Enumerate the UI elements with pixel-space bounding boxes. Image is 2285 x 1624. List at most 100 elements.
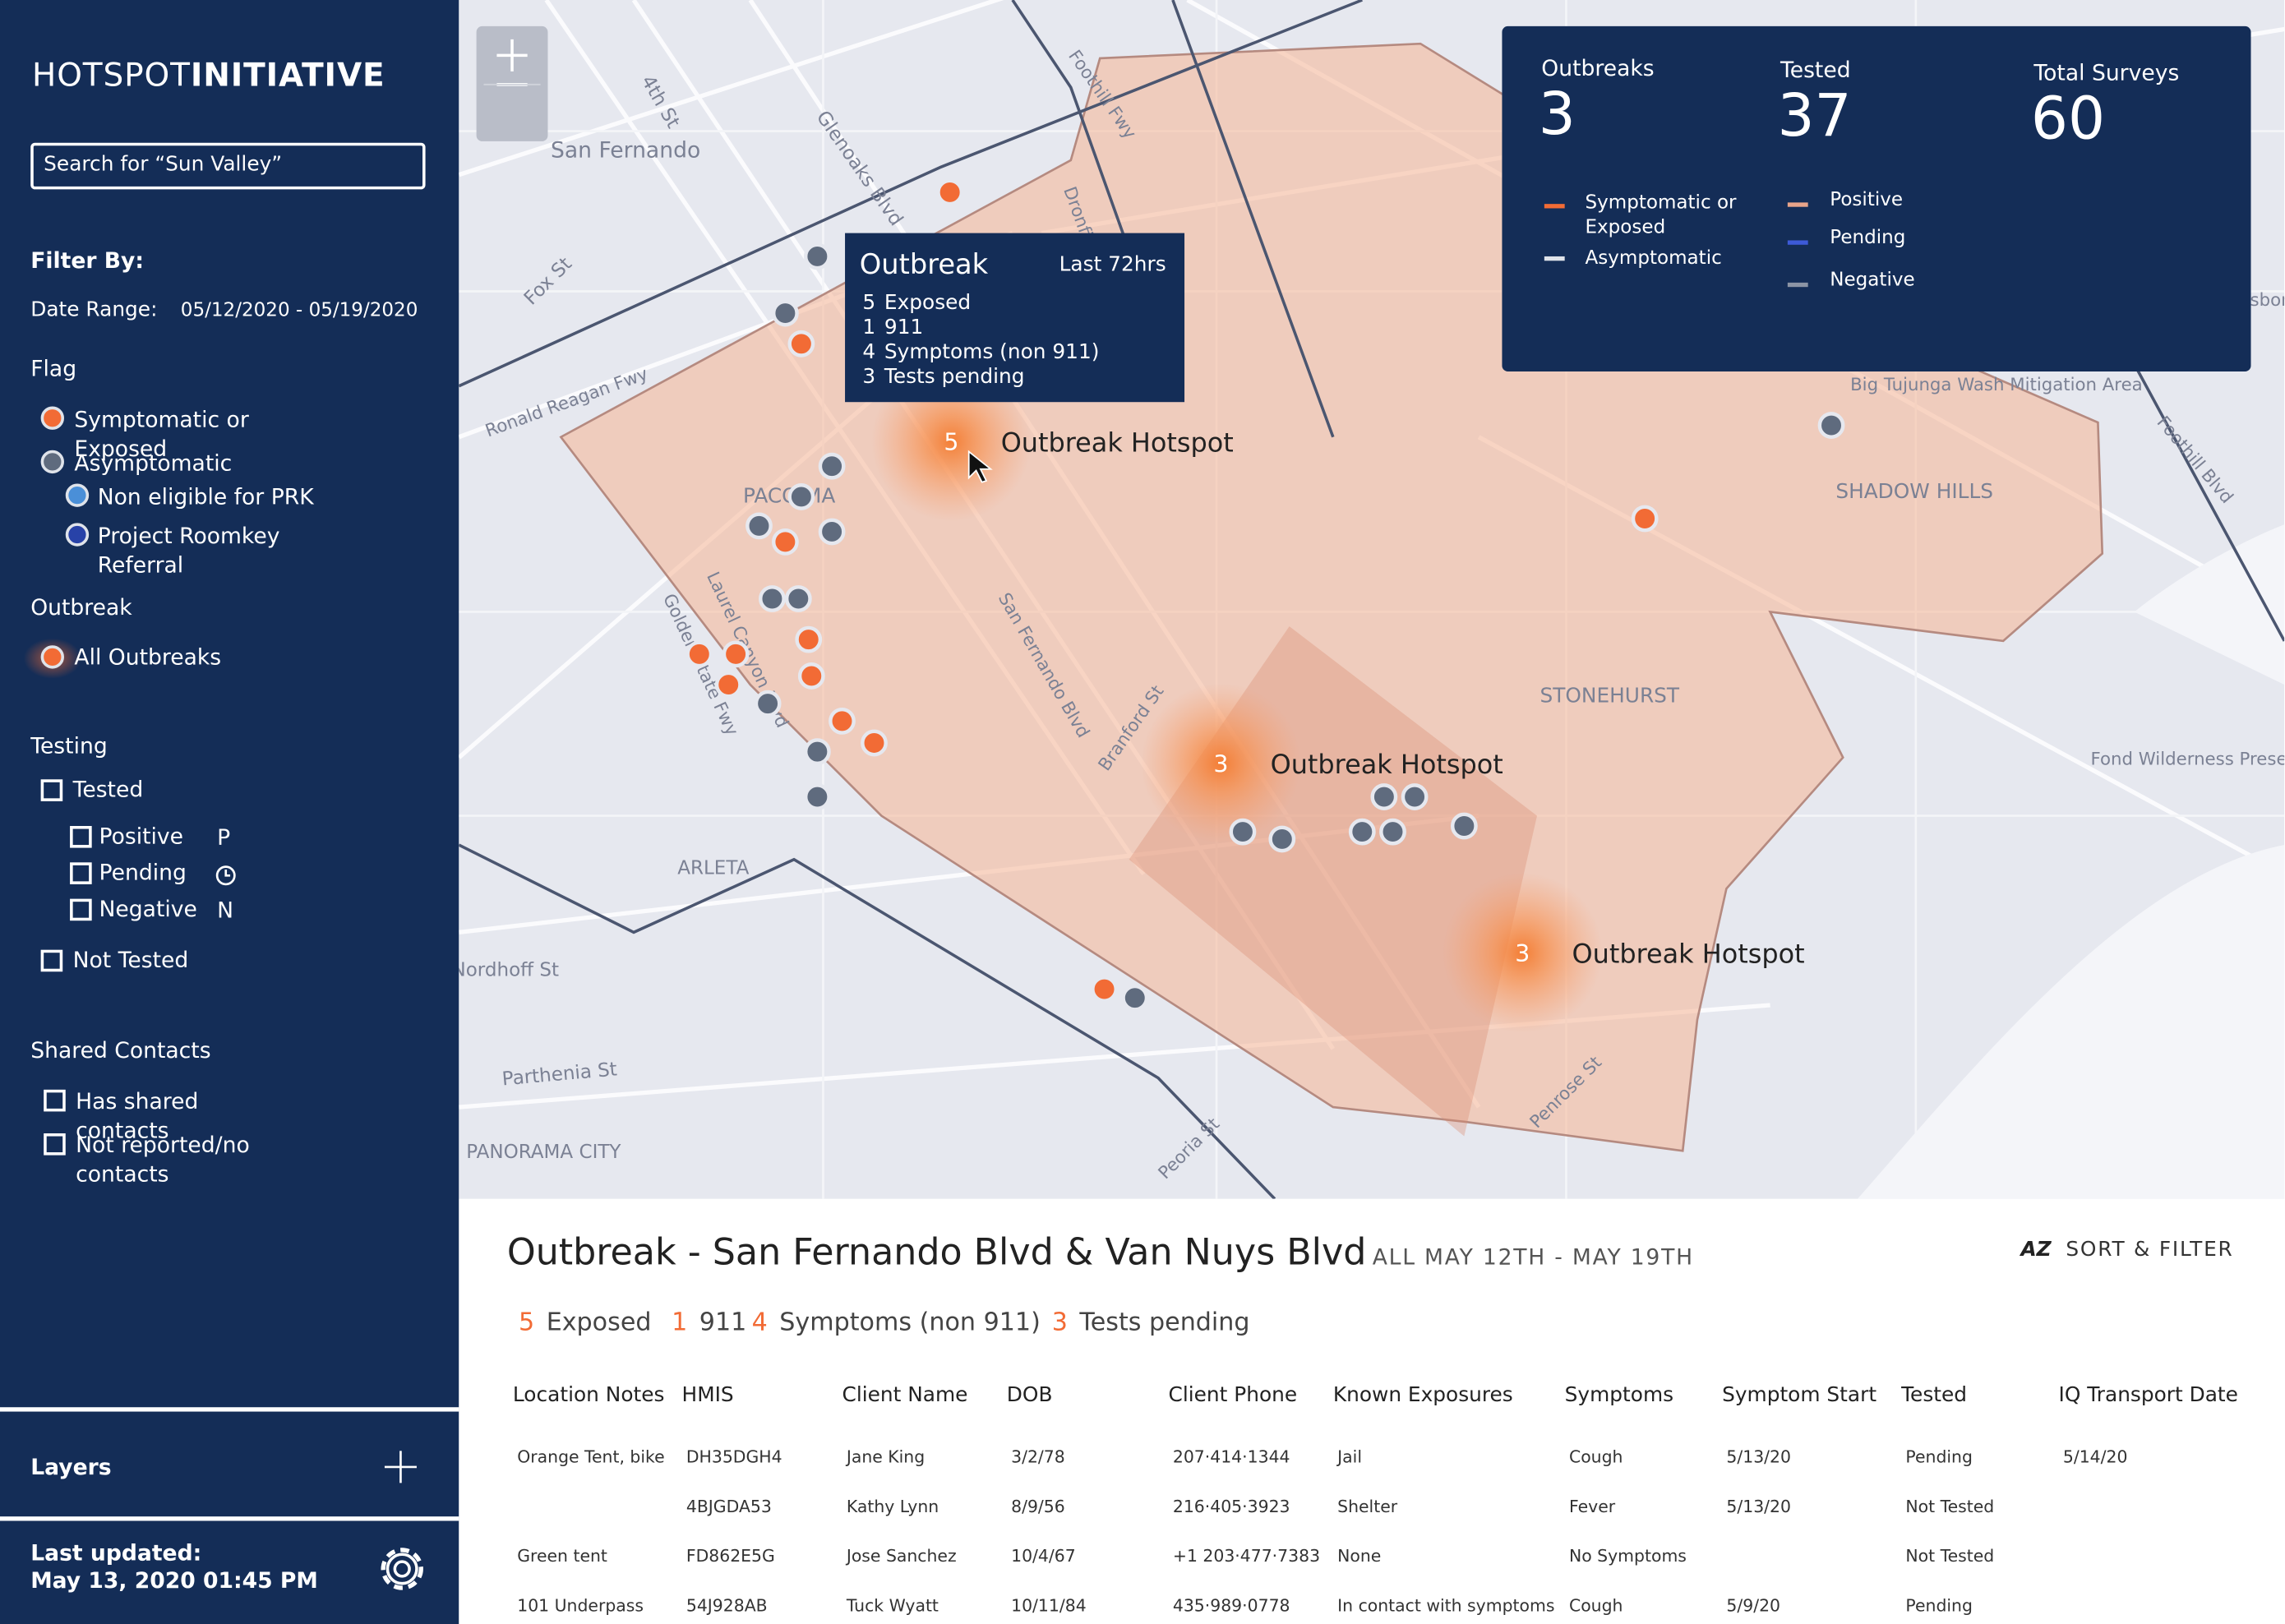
map[interactable]: 5 Outbreak Hotspot 3 Outbreak Hotspot 3 Outbr… [451, 0, 2285, 1200]
filter-heading: Filter By: [30, 247, 144, 275]
clock [215, 865, 236, 886]
summary-count: 3 [1051, 1308, 1068, 1338]
checkbox[interactable] [44, 1133, 66, 1156]
table-cell: 216·405·3923 [1172, 1496, 1290, 1517]
map-marker [746, 512, 773, 540]
map-marker [795, 625, 823, 653]
table-cell: DH35DGH4 [686, 1446, 782, 1467]
layers-add[interactable] [383, 1450, 418, 1485]
checkbox[interactable] [40, 779, 63, 801]
divider [0, 1407, 459, 1412]
table-cell: Pending [1905, 1594, 1973, 1616]
checkbox[interactable] [44, 1089, 66, 1112]
table-cell: 8/9/56 [1011, 1496, 1065, 1517]
map-marker [686, 640, 713, 668]
table-cell: 5/14/20 [2062, 1446, 2128, 1467]
sort-filter[interactable]: SORT & FILTER [2066, 1238, 2234, 1262]
search-input[interactable]: Search for “Sun Valley” [30, 142, 426, 190]
legend-text: Pending [1830, 227, 1906, 250]
map-label: Glenoaks Blvd [812, 107, 907, 230]
legend-dot[interactable] [40, 450, 64, 474]
map-label: Foothill Blvd [2153, 413, 2237, 508]
tooltip-period: Last 72hrs [1059, 253, 1166, 277]
status-icon: P [217, 824, 231, 851]
map-label: STONEHURST [1540, 683, 1680, 707]
map-marker [1631, 505, 1659, 533]
summary-count: 4 [751, 1308, 768, 1338]
map-marker [818, 452, 846, 480]
table-cell: 5/13/20 [1726, 1446, 1792, 1467]
table-cell: Jail [1337, 1446, 1363, 1467]
map-marker [754, 690, 782, 717]
legend-dot[interactable] [65, 523, 90, 547]
legend-dot[interactable] [40, 406, 64, 430]
map-marker [829, 707, 856, 735]
legend-swatch [1787, 240, 1808, 245]
map-marker [803, 242, 831, 270]
table-cell: Green tent [517, 1545, 607, 1566]
checkbox[interactable] [70, 898, 92, 921]
table-cell: 101 Underpass [517, 1594, 644, 1616]
map-label: PANORAMA CITY [466, 1142, 621, 1163]
table-cell: 3/2/78 [1011, 1446, 1065, 1467]
map-marker [787, 483, 815, 510]
column-header: Location Notes [512, 1383, 665, 1408]
summary-text: Exposed [546, 1308, 652, 1338]
legend-dot[interactable] [65, 483, 90, 507]
map-marker [1229, 818, 1257, 846]
table-cell: Cough [1568, 1594, 1623, 1616]
map-label: Nordhoff St [459, 960, 559, 981]
column-header: Client Name [842, 1383, 968, 1408]
column-header: HMIS [681, 1383, 734, 1408]
column-header: Known Exposures [1332, 1383, 1513, 1408]
legend-text: Positive [1830, 189, 1904, 212]
sort-icon[interactable]: AZ [2020, 1238, 2052, 1262]
tooltip-count: 4 [862, 340, 876, 365]
map-marker [861, 729, 888, 757]
map-marker [1121, 984, 1149, 1012]
legend-text: Asymptomatic [1585, 247, 1722, 270]
checkbox[interactable] [40, 949, 63, 972]
stats-panel: Outbreaks 3 Tested 37 Total Surveys 60 Symptom… [1502, 25, 2251, 371]
map-marker [1401, 783, 1429, 810]
shared-option: Has shared contacts [76, 1088, 199, 1144]
checkbox[interactable] [70, 826, 92, 848]
table-cell: Fever [1568, 1496, 1616, 1517]
checkbox[interactable] [70, 862, 92, 884]
updated-time: May 13, 2020 01:45 PM [30, 1567, 318, 1594]
map-marker [1450, 812, 1478, 840]
zoom-buttons[interactable] [477, 26, 548, 141]
table-cell: Not Tested [1905, 1545, 1995, 1566]
water-area [1857, 524, 2285, 1199]
stat-label: Total Surveys [2033, 59, 2180, 86]
map-marker [722, 640, 750, 668]
table-cell: Shelter [1337, 1496, 1398, 1517]
tooltip-count: 5 [862, 291, 876, 315]
detail-panel: Outbreak - San Fernando Blvd & Van Nuys … [459, 1198, 2285, 1624]
map-marker [759, 585, 786, 612]
tooltip-count: 1 [862, 316, 876, 339]
settings[interactable] [372, 1539, 432, 1599]
legend-dot[interactable] [40, 645, 64, 669]
status-icon: N [217, 897, 234, 924]
date-range: 05/12/2020 - 05/19/2020 [180, 300, 418, 322]
highways [458, 0, 2285, 1200]
tooltip-count: 3 [862, 365, 876, 390]
tooltip-text: Symptoms (non 911) [884, 340, 1100, 365]
table-cell: None [1337, 1545, 1382, 1566]
map-marker [1817, 412, 1845, 439]
legend-text: Symptomatic or Exposed [1585, 191, 1737, 239]
table-cell: Kathy Lynn [846, 1496, 939, 1517]
updated-label: Last updated: [30, 1539, 202, 1566]
tooltip-title: Outbreak [859, 249, 989, 282]
section-heading: Outbreak [30, 594, 132, 621]
column-header: Symptom Start [1722, 1383, 1877, 1408]
column-header: IQ Transport Date [2058, 1383, 2238, 1408]
table-cell: 207·414·1344 [1172, 1446, 1290, 1467]
brand-part: HOTSPOT [31, 58, 191, 95]
flag-option: Non eligible for PRK [97, 483, 314, 510]
legend-swatch [1544, 256, 1565, 261]
tooltip: Outbreak Last 72hrs 5 Exposed 1 911 4 Symptoms … [845, 233, 1185, 403]
flag-option: Project Roomkey Referral [97, 523, 280, 579]
